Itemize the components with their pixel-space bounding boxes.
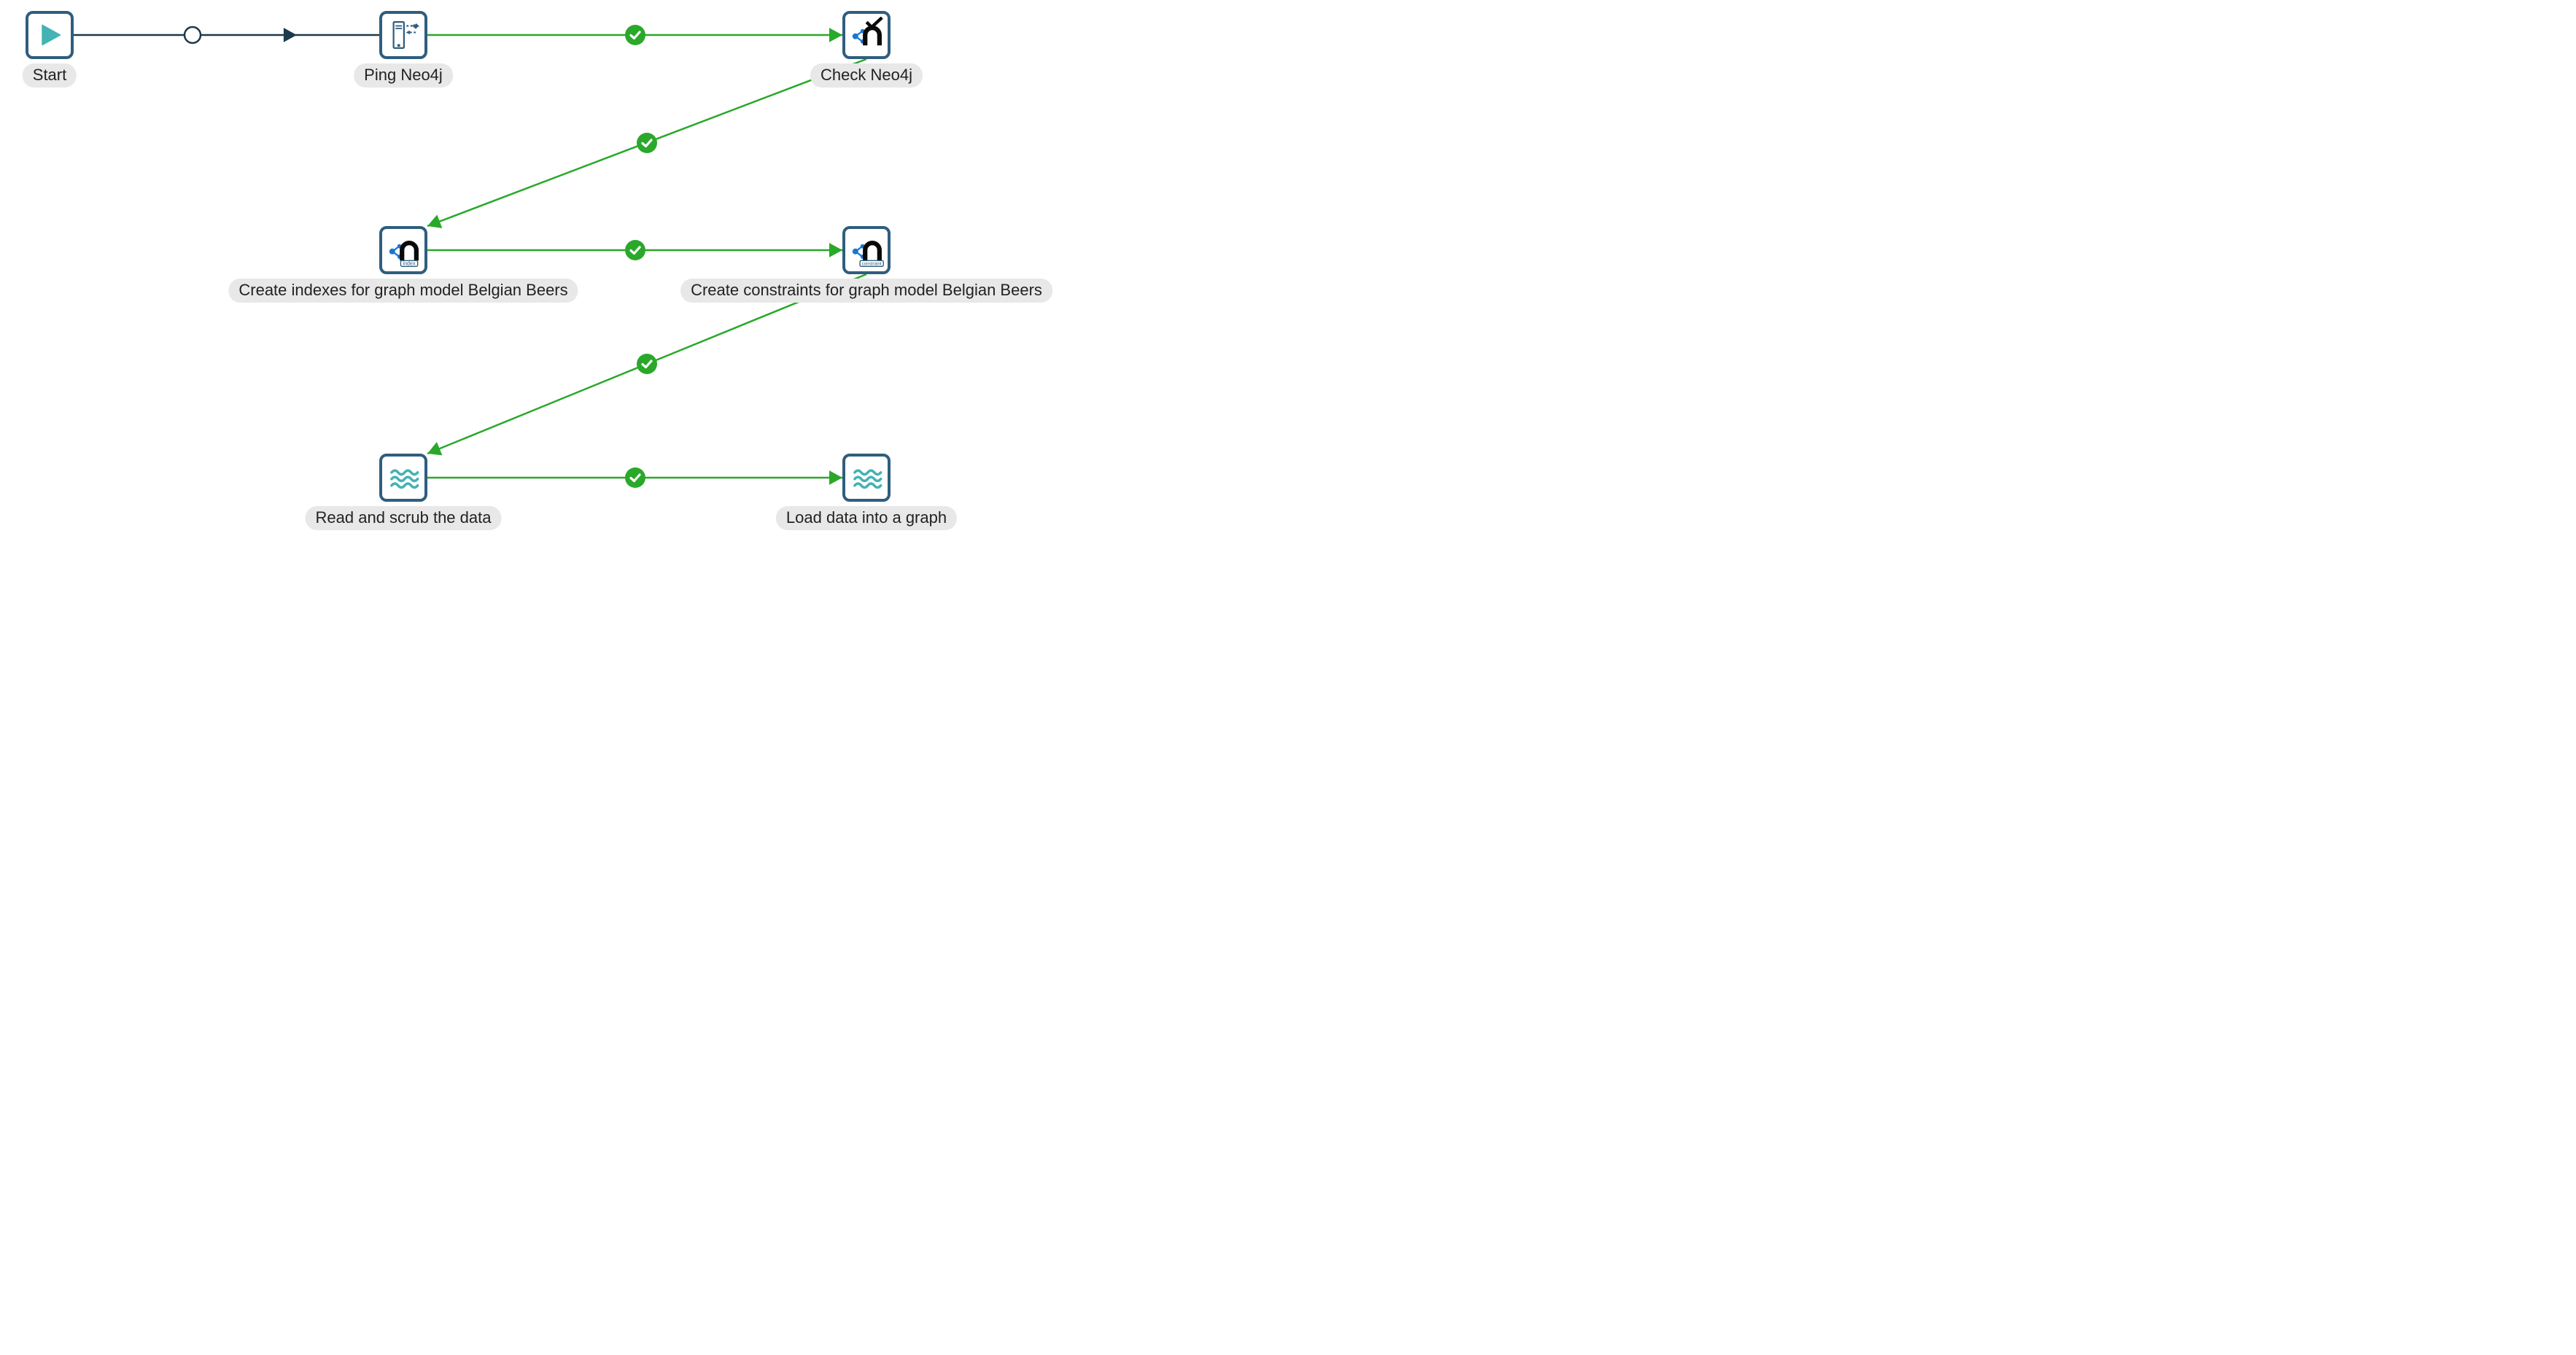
neo4j-constraint-icon: constraint: [848, 232, 885, 268]
success-badge: [625, 467, 645, 488]
node-start[interactable]: [26, 11, 74, 59]
node-label-check: Check Neo4j: [810, 63, 923, 88]
success-badge: [637, 133, 657, 153]
node-indexes[interactable]: index: [379, 226, 427, 274]
neo4j-index-icon: index: [385, 232, 422, 268]
node-read[interactable]: [379, 454, 427, 502]
play-icon: [31, 17, 68, 53]
node-ping[interactable]: [379, 11, 427, 59]
server-icon: [385, 17, 422, 53]
node-label-indexes: Create indexes for graph model Belgian B…: [228, 279, 578, 303]
node-label-read: Read and scrub the data: [306, 506, 502, 530]
success-badge: [625, 240, 645, 260]
success-badge: [625, 25, 645, 45]
node-label-load: Load data into a graph: [776, 506, 957, 530]
node-load[interactable]: [842, 454, 891, 502]
node-check[interactable]: [842, 11, 891, 59]
node-label-start: Start: [23, 63, 77, 88]
node-constraints[interactable]: constraint: [842, 226, 891, 274]
svg-text:index: index: [403, 261, 416, 267]
waves-icon: [385, 459, 422, 496]
svg-text:constraint: constraint: [862, 262, 882, 267]
node-label-ping: Ping Neo4j: [354, 63, 453, 88]
waves-icon: [848, 459, 885, 496]
success-badge: [637, 354, 657, 374]
workflow-canvas: Start Ping Neo4j Check Neo4j index Creat…: [0, 0, 1094, 576]
neo4j-check-icon: [848, 17, 885, 53]
node-label-constraints: Create constraints for graph model Belgi…: [680, 279, 1052, 303]
